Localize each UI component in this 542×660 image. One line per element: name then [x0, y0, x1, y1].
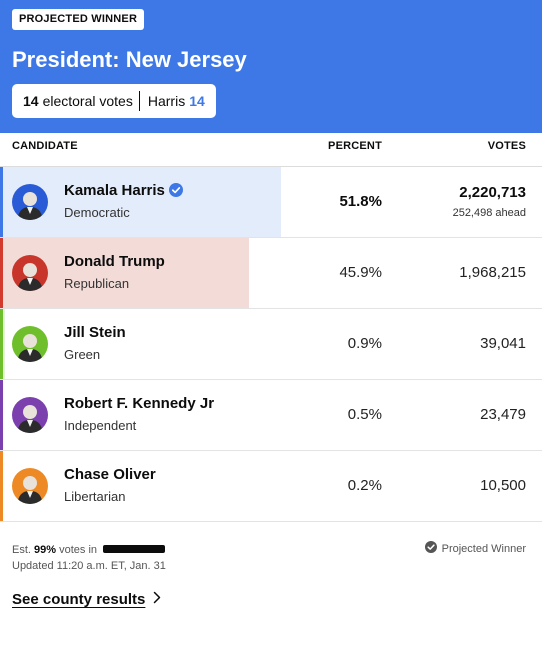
party-color-stripe — [0, 238, 3, 308]
candidate-name: Chase Oliver — [64, 465, 156, 485]
candidate-party: Libertarian — [64, 489, 126, 504]
candidate-avatar — [12, 468, 48, 504]
check-circle-icon — [168, 183, 183, 203]
winner-ev-count: 14 — [189, 93, 205, 109]
candidate-votes: 2,220,713 — [459, 184, 526, 201]
header-divider — [0, 166, 542, 167]
see-county-results-link[interactable]: See county results — [12, 591, 161, 608]
candidate-percent: 45.9% — [339, 264, 382, 281]
candidate-row: Jill Stein Green 0.9% 39,041 — [0, 309, 542, 380]
candidate-votes: 39,041 — [480, 335, 526, 352]
projected-winner-badge: PROJECTED WINNER — [12, 9, 145, 30]
candidate-votes: 1,968,215 — [459, 264, 526, 281]
candidate-name: Jill Stein — [64, 323, 126, 343]
winner-ev-name: Harris — [147, 93, 186, 109]
candidate-votes: 23,479 — [480, 406, 526, 423]
candidate-name: Kamala Harris — [64, 181, 183, 203]
electoral-votes-count: 14 — [23, 93, 39, 109]
reporting-status: Est. 99% votes in Updated 11:20 a.m. ET,… — [12, 542, 166, 574]
candidate-row: Donald Trump Republican 45.9% 1,968,215 — [0, 238, 542, 309]
candidate-votes: 10,500 — [480, 477, 526, 494]
column-header-votes: VOTES — [487, 140, 526, 152]
candidate-party: Republican — [64, 276, 130, 291]
party-color-stripe — [0, 451, 3, 521]
candidate-party: Green — [64, 347, 101, 362]
projected-winner-legend: Projected Winner — [424, 541, 526, 556]
est-percent: 99% — [34, 544, 57, 556]
candidate-avatar — [12, 326, 48, 362]
candidate-name: Robert F. Kennedy Jr — [64, 394, 214, 414]
est-prefix: Est. — [12, 544, 31, 556]
electoral-votes-box: 14 electoral votes Harris 14 — [12, 84, 216, 118]
county-link-label: See county results — [12, 591, 146, 608]
race-title: President: New Jersey — [12, 47, 247, 72]
candidate-percent: 0.2% — [347, 477, 382, 494]
candidate-row: Robert F. Kennedy Jr Independent 0.5% 23,47… — [0, 380, 542, 451]
party-color-stripe — [0, 309, 3, 379]
legend-label: Projected Winner — [441, 542, 526, 555]
candidate-name-text: Chase Oliver — [64, 466, 156, 483]
column-header-percent: PERCENT — [328, 140, 382, 152]
candidate-name-text: Robert F. Kennedy Jr — [64, 395, 215, 412]
est-suffix: votes in — [59, 544, 98, 556]
candidate-percent: 51.8% — [339, 193, 382, 210]
candidate-name-text: Kamala Harris — [64, 182, 165, 199]
divider — [138, 91, 140, 111]
candidate-name: Donald Trump — [64, 252, 165, 272]
candidate-percent: 0.5% — [347, 406, 382, 423]
party-color-stripe — [0, 167, 3, 237]
candidate-name-text: Donald Trump — [64, 253, 165, 270]
check-circle-icon — [424, 541, 437, 556]
candidate-party: Democratic — [64, 205, 130, 220]
candidate-avatar — [12, 397, 48, 433]
party-color-stripe — [0, 380, 3, 450]
candidate-percent: 0.9% — [347, 335, 382, 352]
candidate-avatar — [12, 184, 48, 220]
candidate-party: Independent — [64, 418, 137, 433]
candidate-avatar — [12, 255, 48, 291]
redacted-bar — [103, 545, 166, 553]
chevron-right-icon — [153, 591, 161, 608]
candidate-row: Chase Oliver Libertarian 0.2% 10,500 — [0, 451, 542, 522]
race-header: PROJECTED WINNER President: New Jersey 1… — [0, 0, 542, 133]
column-header-candidate: CANDIDATE — [12, 140, 78, 152]
vote-margin: 252,498 ahead — [452, 207, 526, 219]
candidate-row: Kamala Harris Democratic 51.8% 2,220,713 252… — [0, 167, 542, 238]
candidate-name-text: Jill Stein — [64, 324, 126, 341]
electoral-votes-label: electoral votes — [42, 93, 133, 109]
updated-timestamp: Updated 11:20 a.m. ET, Jan. 31 — [12, 560, 166, 572]
